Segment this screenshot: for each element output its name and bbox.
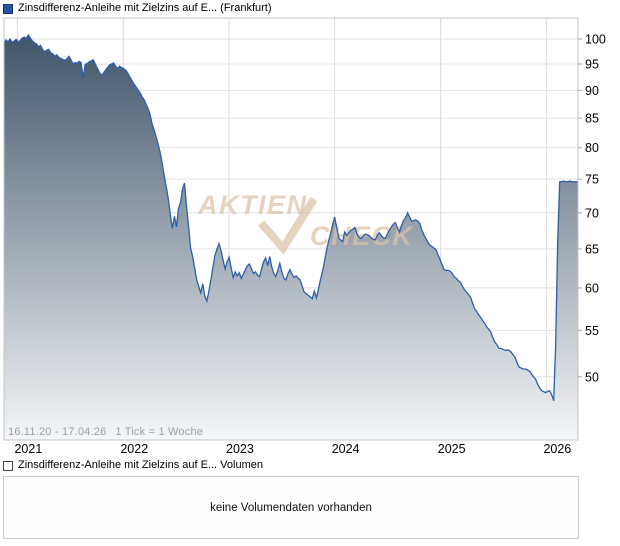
y-axis-label: 70	[585, 206, 599, 220]
volume-series-legend: Zinsdifferenz-Anleihe mit Zielzins auf E…	[3, 459, 263, 472]
plot-border	[3, 17, 579, 441]
volume-panel: keine Volumendaten vorhanden	[3, 476, 579, 539]
watermark-text-aktien: AKTIEN	[197, 190, 308, 220]
no-volume-data-message: keine Volumendaten vorhanden	[210, 501, 372, 514]
y-axis-label: 50	[585, 370, 599, 384]
chart-range-note: 16.11.20 - 17.04.26 1 Tick = 1 Woche	[8, 426, 203, 438]
price-area-fill	[4, 35, 578, 440]
date-range-label: 16.11.20 - 17.04.26	[8, 426, 107, 438]
watermark-text-check: CHECK	[310, 221, 415, 251]
y-axis-label: 55	[585, 324, 599, 338]
price-chart-title: Zinsdifferenz-Anleihe mit Zielzins auf E…	[18, 2, 272, 14]
x-axis-label: 2022	[120, 442, 148, 456]
x-axis-label: 2023	[226, 442, 254, 456]
x-axis-label: 2021	[14, 442, 42, 456]
x-axis-label: 2026	[543, 442, 571, 456]
x-axis-label: 2024	[332, 442, 360, 456]
y-axis-label: 60	[585, 281, 599, 295]
x-axis-label: 2025	[438, 442, 466, 456]
y-axis-label: 65	[585, 242, 599, 256]
y-axis-label: 95	[585, 57, 599, 71]
y-axis-label: 75	[585, 173, 599, 187]
volume-legend-square-icon	[3, 460, 13, 471]
y-axis-label: 85	[585, 112, 599, 126]
series-legend-square-icon	[3, 3, 13, 14]
y-axis-label: 100	[585, 33, 606, 47]
tick-interval-label: 1 Tick = 1 Woche	[115, 426, 204, 438]
price-line	[3, 33, 578, 401]
y-axis-label: 90	[585, 84, 599, 98]
volume-chart-title: Zinsdifferenz-Anleihe mit Zielzins auf E…	[18, 459, 263, 471]
y-axis-label: 80	[585, 141, 599, 155]
watermark-checkmark-icon	[257, 196, 318, 255]
price-series-legend: Zinsdifferenz-Anleihe mit Zielzins auf E…	[3, 2, 272, 15]
